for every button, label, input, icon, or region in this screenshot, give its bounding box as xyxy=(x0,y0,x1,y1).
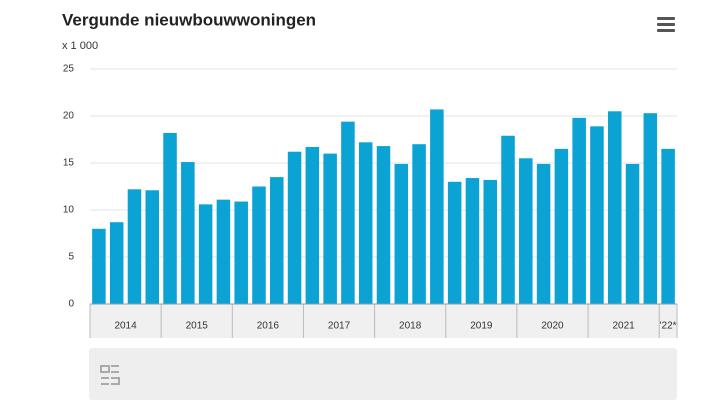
menu-bar[interactable] xyxy=(657,29,675,32)
bar xyxy=(270,177,284,304)
cbs-logo xyxy=(100,365,120,385)
bar xyxy=(430,109,444,304)
x-group-label: 2021 xyxy=(613,321,636,332)
y-tick-label: 5 xyxy=(68,252,74,263)
bar xyxy=(198,204,213,304)
unit-label: x 1 000 xyxy=(62,40,98,52)
bar xyxy=(216,199,231,304)
bar xyxy=(287,151,302,304)
bar xyxy=(447,181,462,304)
x-group-label: 2018 xyxy=(399,321,422,332)
x-group-label: 2016 xyxy=(257,321,280,332)
bar xyxy=(358,142,373,304)
bar xyxy=(127,189,142,304)
x-group-label: '22* xyxy=(660,321,677,332)
x-group-label: 2017 xyxy=(328,321,351,332)
bar xyxy=(519,158,533,304)
bar xyxy=(465,178,480,304)
bar xyxy=(643,113,658,305)
y-tick-label: 15 xyxy=(63,158,75,169)
y-tick-label: 10 xyxy=(63,205,75,216)
y-tick-label: 25 xyxy=(63,64,75,75)
bar xyxy=(252,186,266,304)
bar xyxy=(412,144,426,304)
bar xyxy=(590,126,604,304)
bar xyxy=(305,147,320,304)
bar xyxy=(92,228,106,304)
x-axis-band xyxy=(90,304,677,338)
bar xyxy=(661,148,675,304)
menu-bar[interactable] xyxy=(657,23,675,26)
x-group-label: 2014 xyxy=(114,321,137,332)
bar xyxy=(145,190,160,304)
logo-shape xyxy=(100,365,120,385)
bar xyxy=(554,148,569,304)
bar xyxy=(394,163,409,304)
chart-title: Vergunde nieuwbouwwoningen xyxy=(62,10,316,29)
menu-bar[interactable] xyxy=(657,17,675,20)
y-tick-label: 20 xyxy=(63,111,75,122)
bar xyxy=(323,153,337,304)
menu-icon[interactable] xyxy=(657,17,675,32)
bar xyxy=(483,179,497,304)
bar xyxy=(501,135,515,304)
bar xyxy=(607,111,622,304)
bar xyxy=(572,117,586,304)
bar xyxy=(625,163,640,304)
bar xyxy=(341,121,355,304)
bar xyxy=(181,162,195,304)
bar xyxy=(376,146,391,304)
bar xyxy=(536,163,551,304)
bar xyxy=(234,201,248,304)
x-group-label: 2015 xyxy=(186,321,209,332)
bar xyxy=(109,222,124,304)
footer xyxy=(89,348,677,400)
bar xyxy=(163,132,177,304)
y-tick-label: 0 xyxy=(68,299,74,310)
x-group-label: 2020 xyxy=(541,321,564,332)
x-group-label: 2019 xyxy=(470,321,493,332)
